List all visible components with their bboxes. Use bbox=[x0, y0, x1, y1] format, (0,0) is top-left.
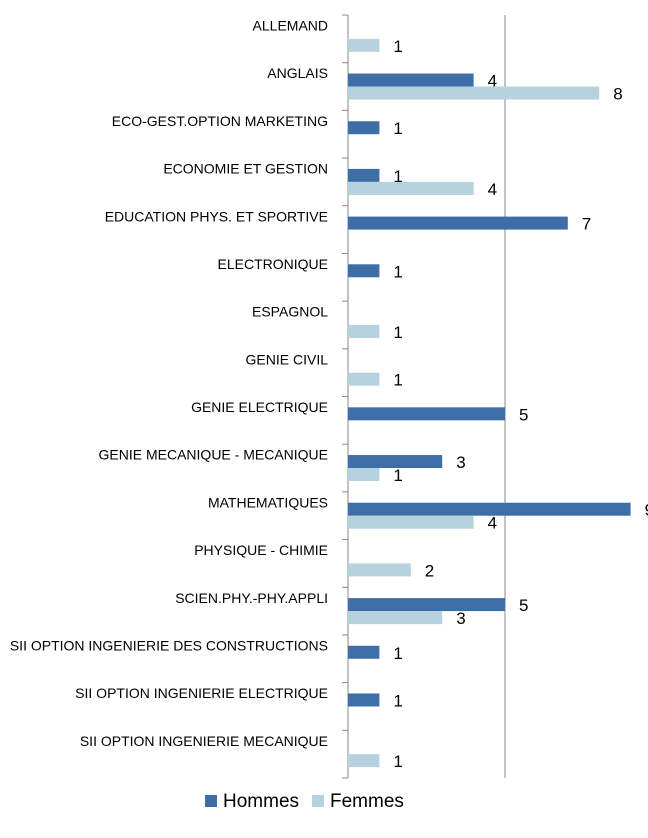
data-label: 8 bbox=[613, 85, 622, 104]
y-tick-label: PHYSIQUE - CHIMIE bbox=[194, 542, 328, 558]
bar bbox=[348, 754, 380, 768]
bar bbox=[348, 407, 505, 421]
data-label: 3 bbox=[456, 609, 465, 628]
data-label: 1 bbox=[393, 323, 402, 342]
data-label: 1 bbox=[393, 691, 402, 710]
data-label: 1 bbox=[393, 37, 402, 56]
bar bbox=[348, 563, 411, 577]
bar bbox=[348, 645, 380, 659]
data-label: 1 bbox=[393, 466, 402, 485]
data-label: 1 bbox=[393, 752, 402, 771]
y-tick-label: GENIE CIVIL bbox=[246, 351, 329, 367]
bar bbox=[348, 181, 474, 195]
data-label: 1 bbox=[393, 167, 402, 186]
y-tick-label: SII OPTION INGENIERIE ELECTRIQUE bbox=[75, 685, 328, 701]
bar bbox=[348, 86, 600, 100]
legend-label: Hommes bbox=[223, 791, 299, 812]
y-tick-label: SII OPTION INGENIERIE DES CONSTRUCTIONS bbox=[10, 637, 328, 653]
bar bbox=[348, 264, 380, 278]
bar bbox=[348, 468, 380, 482]
bar bbox=[348, 38, 380, 52]
y-tick-label: ANGLAIS bbox=[267, 65, 328, 81]
y-tick-label: GENIE MECANIQUE - MECANIQUE bbox=[99, 447, 328, 463]
data-label: 4 bbox=[488, 514, 497, 533]
bar bbox=[348, 455, 443, 469]
bar bbox=[348, 372, 380, 386]
data-label: 4 bbox=[488, 72, 497, 91]
data-label: 5 bbox=[519, 596, 528, 615]
bar bbox=[348, 598, 505, 612]
bar bbox=[348, 611, 443, 625]
data-label: 1 bbox=[393, 644, 402, 663]
bar bbox=[348, 168, 380, 182]
y-tick-label: EDUCATION PHYS. ET SPORTIVE bbox=[105, 208, 328, 224]
y-tick-label: GENIE ELECTRIQUE bbox=[191, 399, 328, 415]
y-tick-label: ELECTRONIQUE bbox=[218, 256, 328, 272]
data-label: 2 bbox=[425, 561, 434, 580]
y-tick-label: SCIEN.PHY.-PHY.APPLI bbox=[175, 590, 328, 606]
bar bbox=[348, 121, 380, 135]
data-label: 9 bbox=[645, 501, 648, 520]
y-tick-label: ECONOMIE ET GESTION bbox=[163, 161, 328, 177]
bar bbox=[348, 73, 474, 87]
y-tick-label: MATHEMATIQUES bbox=[208, 494, 328, 510]
y-tick-label: SII OPTION INGENIERIE MECANIQUE bbox=[80, 733, 328, 749]
data-label: 5 bbox=[519, 405, 528, 424]
bar bbox=[348, 515, 474, 529]
bar bbox=[348, 216, 568, 230]
data-label: 1 bbox=[393, 371, 402, 390]
data-label: 1 bbox=[393, 119, 402, 138]
data-label: 7 bbox=[582, 215, 591, 234]
legend-label: Femmes bbox=[330, 791, 404, 812]
y-tick-label: ECO-GEST.OPTION MARKETING bbox=[112, 113, 328, 129]
data-label: 3 bbox=[456, 453, 465, 472]
bar bbox=[348, 502, 631, 516]
y-tick-label: ESPAGNOL bbox=[252, 304, 328, 320]
data-label: 4 bbox=[488, 180, 497, 199]
bar bbox=[348, 324, 380, 338]
data-label: 1 bbox=[393, 262, 402, 281]
legend-swatch bbox=[205, 795, 217, 807]
bar bbox=[348, 693, 380, 707]
legend-swatch bbox=[312, 795, 324, 807]
y-tick-label: ALLEMAND bbox=[253, 18, 328, 34]
